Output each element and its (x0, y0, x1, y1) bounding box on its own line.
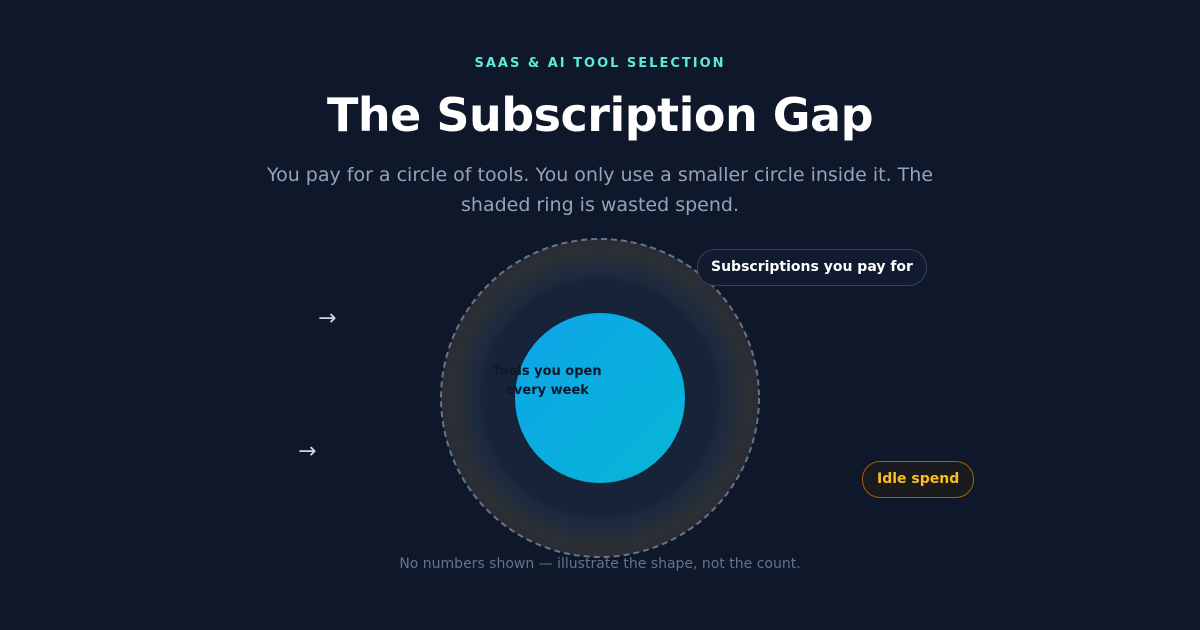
page-subtitle: You pay for a circle of tools. You only … (266, 164, 934, 216)
arrow-right-icon: → (318, 306, 337, 331)
footnote: No numbers shown — illustrate the shape,… (399, 556, 801, 572)
tools-used-label: Tools you open every week (492, 364, 602, 398)
idle-spend-pill: Idle spend (862, 461, 975, 498)
subscriptions-outline (440, 238, 760, 558)
tools-used-circle (515, 313, 685, 483)
eyebrow-label: SAAS & AI TOOL SELECTION (474, 56, 726, 71)
arrow-right-icon: → (298, 439, 317, 464)
page-title: The Subscription Gap (326, 88, 874, 142)
subscriptions-label-pill: Subscriptions you pay for (697, 249, 927, 286)
